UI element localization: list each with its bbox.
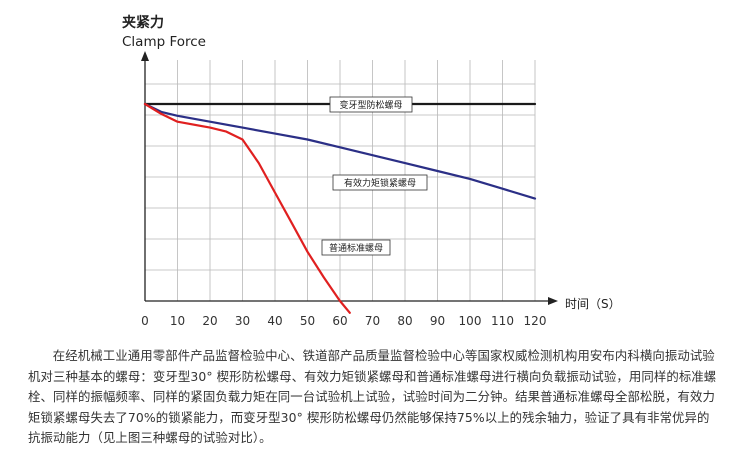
series-label-变牙型: 变牙型防松螺母 — [329, 96, 413, 113]
svg-text:普通标准螺母: 普通标准螺母 — [329, 242, 383, 254]
series-line-2 — [143, 102, 351, 314]
x-tick-label: 60 — [332, 314, 347, 328]
svg-text:变牙型防松螺母: 变牙型防松螺母 — [339, 99, 402, 111]
x-tick-label: 110 — [491, 314, 514, 328]
x-tick-label: 50 — [300, 314, 315, 328]
description-paragraph: 在经机械工业通用零部件产品监督检验中心、铁道部产品质量监督检验中心等国家权威检测… — [28, 348, 717, 445]
svg-text:有效力矩锁紧螺母: 有效力矩锁紧螺母 — [344, 177, 416, 189]
x-tick-label: 30 — [235, 314, 250, 328]
x-axis-label: 时间（S） — [565, 297, 621, 311]
x-tick-label: 100 — [459, 314, 482, 328]
x-tick-label: 70 — [365, 314, 380, 328]
x-axis-arrow — [548, 297, 558, 305]
series-label-普通: 普通标准螺母 — [321, 239, 391, 256]
clamp-force-chart: 0 10 20 30 40 50 60 70 80 90 100 110 120 夹紧力 Clamp F… — [122, 14, 621, 328]
x-tick-label: 90 — [430, 314, 445, 328]
y-axis-label-en: Clamp Force — [122, 34, 206, 50]
x-tick-label: 0 — [141, 314, 149, 328]
x-tick-label: 120 — [524, 314, 547, 328]
x-tick-labels: 0 10 20 30 40 50 60 70 80 90 100 110 120 — [141, 314, 546, 328]
x-tick-label: 40 — [267, 314, 282, 328]
x-tick-label: 20 — [202, 314, 217, 328]
y-axis-label-cn: 夹紧力 — [122, 14, 164, 31]
series-line-1 — [143, 102, 537, 200]
y-axis-arrow — [141, 51, 149, 61]
series-label-有效力矩: 有效力矩锁紧螺母 — [332, 174, 428, 191]
x-tick-label: 80 — [397, 314, 412, 328]
axes — [141, 51, 558, 305]
x-tick-label: 10 — [170, 314, 185, 328]
